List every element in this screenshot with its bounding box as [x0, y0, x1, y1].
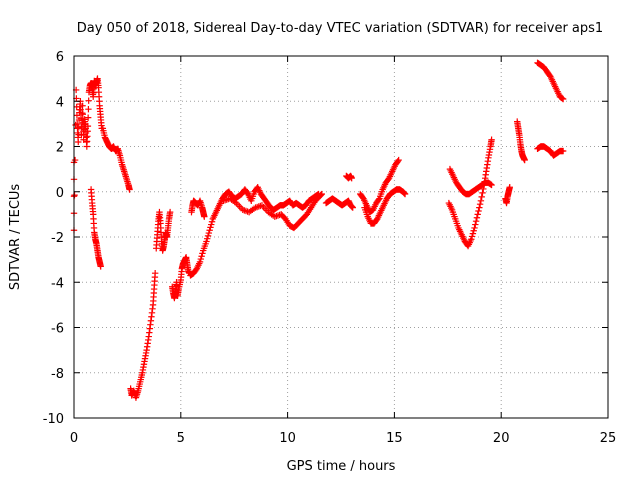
data-point [318, 190, 325, 198]
data-point [85, 97, 92, 104]
data-series-segment [153, 208, 174, 254]
data-series-segment [99, 125, 133, 193]
data-point [205, 229, 213, 237]
data-point [559, 147, 567, 155]
data-point [203, 238, 210, 245]
data-point [401, 190, 409, 198]
data-point [151, 270, 159, 277]
data-series-segment [188, 197, 208, 220]
data-point [474, 211, 481, 218]
y-tick-label: 2 [56, 141, 64, 156]
data-point [208, 218, 216, 225]
data-point [472, 221, 479, 228]
data-point [97, 263, 104, 270]
data-point [349, 204, 356, 211]
data-series-segment [357, 156, 402, 216]
data-point [471, 224, 478, 232]
data-point [521, 156, 528, 164]
data-point [75, 138, 82, 146]
data-point [71, 156, 79, 164]
data-point [71, 191, 78, 199]
data-points [70, 59, 567, 401]
data-point [79, 111, 87, 118]
data-point [476, 200, 484, 208]
x-tick-label: 20 [493, 431, 510, 446]
data-point [204, 235, 211, 242]
y-tick-label: -10 [43, 412, 64, 427]
data-point [472, 217, 480, 225]
data-series-segment [322, 195, 356, 211]
data-point [126, 186, 133, 193]
data-point [85, 105, 92, 113]
y-tick-label: -4 [51, 276, 64, 291]
data-point [375, 196, 382, 203]
data-point [479, 189, 486, 197]
data-series-segment [534, 59, 567, 103]
data-point [475, 207, 482, 215]
data-point [476, 204, 483, 211]
data-point [197, 255, 205, 263]
y-tick-label: 0 [56, 186, 64, 201]
y-axis-label: SDTVAR / TECUs [8, 184, 23, 291]
data-point [506, 184, 513, 191]
data-series-segment [446, 165, 495, 198]
data-point [348, 174, 355, 182]
data-series-segment [534, 143, 567, 159]
y-tick-label: -6 [51, 322, 64, 337]
data-series-segment [343, 172, 355, 182]
grid [74, 56, 608, 418]
chart-title: Day 050 of 2018, Sidereal Day-to-day VTE… [77, 21, 603, 36]
data-point [469, 230, 477, 237]
data-series-segment [127, 270, 159, 401]
data-point [468, 233, 476, 240]
data-point [84, 114, 92, 121]
y-tick-label: -2 [51, 231, 64, 246]
data-point [480, 185, 487, 193]
data-point [208, 221, 215, 228]
data-point [395, 156, 402, 164]
data-point [204, 232, 212, 240]
data-series-segment [445, 136, 495, 250]
data-series-segment [169, 254, 193, 302]
x-axis-label: GPS time / hours [287, 459, 396, 474]
data-point [559, 95, 567, 103]
x-tick-label: 15 [386, 431, 403, 446]
data-point [207, 224, 214, 231]
data-point [477, 197, 485, 204]
data-point [77, 106, 84, 113]
data-point [84, 122, 92, 130]
x-tick-label: 10 [279, 431, 296, 446]
x-tick-label: 0 [70, 431, 78, 446]
data-point [468, 236, 475, 243]
data-point [196, 258, 204, 266]
y-tick-label: -8 [51, 367, 64, 382]
axis-ticks: 0 5 10 15 20 25 -10 -8 -6 -4 -2 0 2 4 6 [43, 50, 617, 446]
x-tick-label: 5 [177, 431, 185, 446]
data-series-segment [187, 184, 322, 279]
data-point [470, 227, 477, 234]
data-series-segment [70, 75, 105, 234]
y-tick-label: 4 [56, 95, 64, 110]
y-tick-label: 6 [56, 50, 64, 65]
data-series-segment [514, 118, 528, 164]
data-series-segment [361, 186, 409, 227]
data-point [199, 250, 206, 257]
data-series-segment [502, 184, 513, 207]
x-tick-label: 25 [600, 431, 617, 446]
data-point [201, 213, 208, 220]
data-series-segment [87, 186, 104, 270]
data-point [488, 136, 495, 143]
data-point [79, 102, 86, 109]
data-point [478, 193, 485, 201]
data-point [198, 253, 205, 260]
data-point [206, 227, 213, 234]
data-point [473, 214, 481, 221]
data-point [488, 181, 495, 189]
data-point [394, 158, 402, 165]
data-series-segment [220, 190, 325, 232]
data-point [166, 208, 174, 216]
